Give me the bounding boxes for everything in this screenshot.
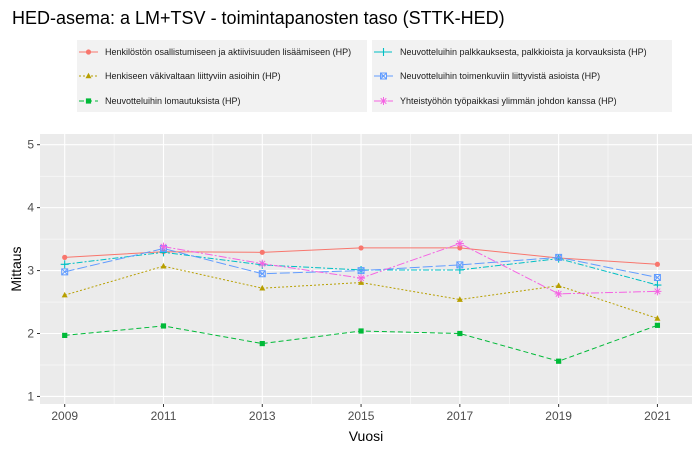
data-point [358,245,364,251]
data-point [357,267,365,275]
legend-label: Henkiseen väkivaltaan liittyviin asioihi… [105,71,281,81]
data-point [555,253,563,261]
data-point [62,332,68,338]
legend-label: Neuvotteluihin palkkauksesta, palkkioist… [400,47,647,57]
legend-item: Neuvotteluihin palkkauksesta, palkkioist… [372,43,647,61]
x-tick-label: 2015 [348,409,375,423]
legend-marker [379,97,388,105]
data-point [258,270,266,278]
legend-bg-right [372,40,672,112]
data-point [160,323,167,329]
legend: Henkilöstön osallistumiseen ja aktiivisu… [77,40,672,112]
x-tick-label: 2017 [446,409,473,423]
y-tick-label: 4 [27,201,34,215]
legend-label: Henkilöstön osallistumiseen ja aktiivisu… [105,47,351,57]
y-tick-label: 3 [27,264,34,278]
x-tick-label: 2021 [644,409,671,423]
legend-marker [379,48,388,56]
series-4 [61,245,661,281]
series-5 [159,239,662,298]
x-tick-label: 2019 [545,409,572,423]
data-point [259,249,265,255]
data-point [654,261,661,267]
legend-marker [85,98,92,104]
legend-item: Neuvotteluihin toimenkuviin liittyvistä … [372,67,600,85]
legend-item: Neuvotteluihin lomautuksista (HP) [77,92,241,110]
legend-item: Henkiseen väkivaltaan liittyviin asioihi… [77,67,281,85]
data-point [455,265,464,274]
data-point [456,261,464,269]
x-tick-label: 2011 [151,409,177,423]
y-tick-label: 2 [27,327,34,341]
chart-title: HED-asema: a LM+TSV - toimintapanosten t… [12,8,505,28]
legend-bg-left [77,40,367,112]
series-line [163,242,658,295]
data-point [159,242,168,251]
x-tick-label: 2009 [51,409,78,423]
data-point [457,330,463,337]
data-point [456,296,463,302]
y-tick-label: 1 [27,389,34,403]
data-point [357,274,366,283]
data-point [556,358,562,364]
data-point [358,328,364,334]
data-point [654,315,661,321]
data-point [653,287,662,296]
data-point [259,284,266,291]
data-point [60,260,69,269]
data-point [61,268,69,276]
series-layer [60,239,662,364]
data-point [554,289,563,298]
data-point [653,273,661,281]
data-point [62,254,68,260]
legend-marker [85,49,92,55]
data-point [258,259,267,268]
legend-item: Yhteistyöhön työpaikkasi ylimmän johdon … [372,92,617,110]
legend-label: Neuvotteluihin lomautuksista (HP) [105,96,241,106]
data-point [160,262,167,269]
data-point [455,239,464,248]
legend-marker [380,72,387,80]
data-point [61,291,68,298]
series-2 [62,322,661,364]
axes: 1 2 3 4 5 2009 2011 2013 2015 2017 2019 2021 [27,138,671,423]
data-point [654,322,661,328]
legend-label: Neuvotteluihin toimenkuviin liittyvistä … [400,71,600,81]
data-point [259,340,265,347]
legend-item: Henkilöstön osallistumiseen ja aktiivisu… [77,43,351,61]
data-point [555,282,562,288]
y-tick-label: 5 [27,138,34,152]
x-axis-title: Vuosi [349,428,384,444]
legend-label: Yhteistyöhön työpaikkasi ylimmän johdon … [400,96,617,106]
legend-marker [85,72,92,79]
y-axis-title: Mittaus [8,246,24,291]
data-point [457,245,463,251]
plot-panel [40,134,692,404]
x-tick-label: 2013 [249,409,276,423]
